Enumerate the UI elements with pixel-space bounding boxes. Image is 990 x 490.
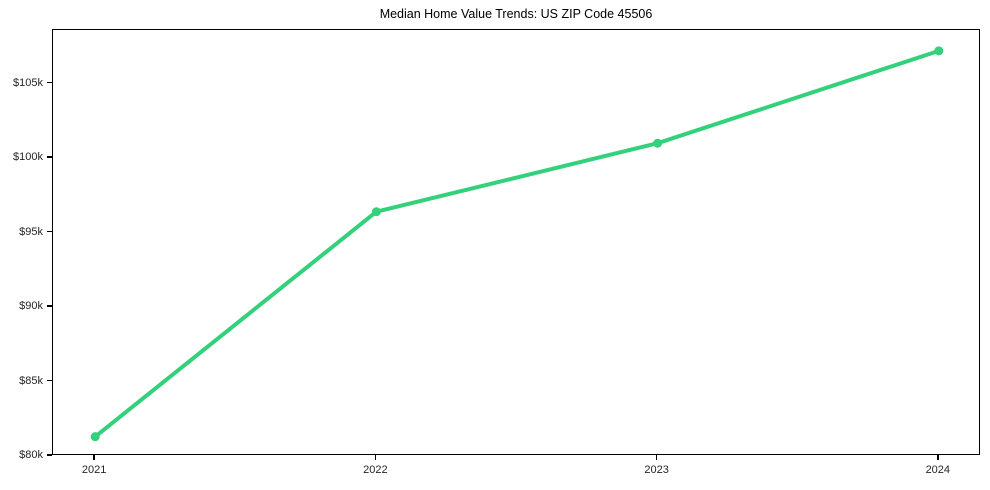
x-tick-mark	[93, 455, 95, 460]
plot-area	[52, 29, 980, 455]
x-tick-mark	[655, 455, 658, 460]
y-tick-mark	[47, 379, 52, 382]
x-tick-label: 2021	[81, 464, 107, 476]
x-tick-mark	[937, 455, 939, 460]
y-tick-label: $85k	[19, 374, 43, 387]
x-tick-label: 2024	[925, 464, 951, 476]
y-tick-label: $100k	[13, 151, 43, 164]
y-tick-label: $80k	[19, 449, 43, 461]
y-tick-label: $95k	[19, 225, 43, 238]
y-tick-mark	[47, 230, 52, 233]
chart-title: Median Home Value Trends: US ZIP Code 45…	[379, 7, 653, 21]
x-tick-label: 2023	[644, 464, 669, 476]
x-tick-mark	[374, 455, 377, 460]
trend-line-svg	[90, 46, 944, 442]
y-tick-label: $90k	[19, 300, 43, 313]
y-tick-mark	[47, 156, 52, 158]
data-point-2021	[90, 432, 100, 442]
trend-line	[93, 48, 941, 439]
data-point-2023	[653, 138, 663, 148]
data-point-2022	[371, 207, 381, 217]
x-tick-label: 2022	[363, 464, 388, 476]
y-tick-mark	[47, 81, 52, 84]
data-point-2024	[934, 46, 944, 56]
y-tick-mark	[47, 305, 52, 307]
y-tick-mark	[47, 454, 52, 456]
y-tick-label: $105k	[13, 76, 43, 89]
